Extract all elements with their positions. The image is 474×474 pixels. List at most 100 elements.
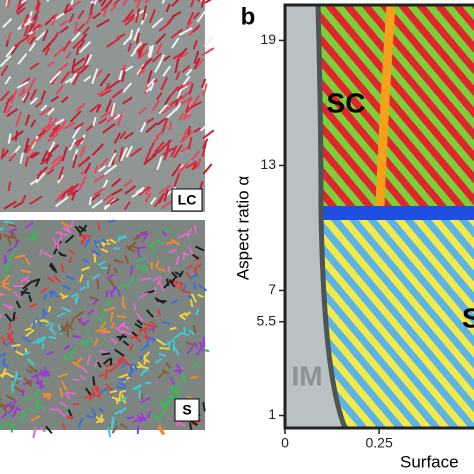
rod <box>105 99 113 113</box>
rod <box>23 377 33 385</box>
rod <box>133 27 141 42</box>
rod <box>145 122 158 133</box>
rod <box>10 426 15 433</box>
rod <box>0 398 2 401</box>
rod <box>192 40 198 50</box>
rod <box>98 0 104 3</box>
rod <box>147 241 156 248</box>
rod <box>73 21 78 34</box>
rod <box>146 410 152 419</box>
rod <box>140 230 148 234</box>
rod <box>116 33 126 40</box>
rod <box>90 387 96 397</box>
rod <box>7 133 12 144</box>
rod <box>59 25 69 34</box>
rod <box>129 265 134 275</box>
rod <box>148 9 156 24</box>
rod <box>84 162 92 174</box>
rod <box>151 52 162 63</box>
rod <box>111 88 124 99</box>
rod <box>135 312 144 322</box>
rod <box>20 269 31 274</box>
rod <box>69 110 82 123</box>
rod <box>55 85 64 95</box>
rod <box>192 325 197 334</box>
rod <box>124 185 137 195</box>
rod <box>42 318 49 323</box>
rod <box>50 125 64 138</box>
rod <box>144 149 152 163</box>
label-box <box>171 188 203 212</box>
rod <box>35 375 41 385</box>
rod <box>176 84 184 92</box>
region-s <box>321 213 474 428</box>
rod <box>171 0 180 7</box>
rod <box>4 313 13 323</box>
rod <box>193 224 198 235</box>
rod <box>139 121 147 133</box>
rod <box>17 90 26 98</box>
rod <box>155 259 160 268</box>
rod <box>46 350 55 356</box>
rod <box>167 265 171 273</box>
rod <box>60 221 71 228</box>
rod <box>195 346 203 356</box>
rod <box>19 152 24 164</box>
rod <box>11 343 21 348</box>
rod <box>102 123 116 134</box>
rod <box>175 71 181 80</box>
rod <box>2 357 6 367</box>
rod <box>19 275 30 283</box>
rod <box>47 60 56 68</box>
rod <box>78 39 86 49</box>
rod <box>32 337 40 345</box>
rod <box>72 71 81 86</box>
rod <box>92 299 98 306</box>
rod <box>131 383 143 391</box>
rod <box>91 68 99 84</box>
rod <box>172 341 176 352</box>
rod <box>89 295 100 302</box>
rod <box>144 0 150 4</box>
rod <box>5 45 16 58</box>
rod <box>166 398 172 405</box>
rod <box>89 3 94 17</box>
rod <box>151 99 161 112</box>
rod <box>40 104 48 112</box>
rod <box>0 148 5 160</box>
rod <box>0 227 4 231</box>
x-tick-label: 0.25 <box>365 435 392 451</box>
rod <box>28 303 37 309</box>
rod <box>193 281 197 291</box>
rod <box>91 143 104 156</box>
rod <box>98 387 108 395</box>
rod <box>197 0 201 3</box>
rod <box>103 198 116 211</box>
rod <box>128 366 133 378</box>
rod <box>204 0 212 4</box>
rod <box>118 146 124 163</box>
rod <box>48 141 56 153</box>
rod <box>93 239 98 248</box>
rod <box>68 13 75 23</box>
region-label: SC <box>327 87 366 118</box>
rod <box>6 372 15 379</box>
rod <box>170 238 181 246</box>
rod <box>143 322 151 328</box>
rod <box>138 326 148 333</box>
rod <box>26 10 33 26</box>
rod <box>79 365 89 374</box>
rod <box>158 21 171 32</box>
rod <box>107 79 122 90</box>
rod <box>0 292 3 297</box>
rod <box>193 127 202 133</box>
rod <box>30 136 39 149</box>
rod <box>34 381 45 389</box>
rod <box>118 381 127 388</box>
rod <box>165 3 171 13</box>
rod <box>106 197 115 205</box>
rod <box>56 241 60 250</box>
rod <box>169 376 175 386</box>
rod <box>171 163 182 177</box>
rod <box>47 305 52 313</box>
